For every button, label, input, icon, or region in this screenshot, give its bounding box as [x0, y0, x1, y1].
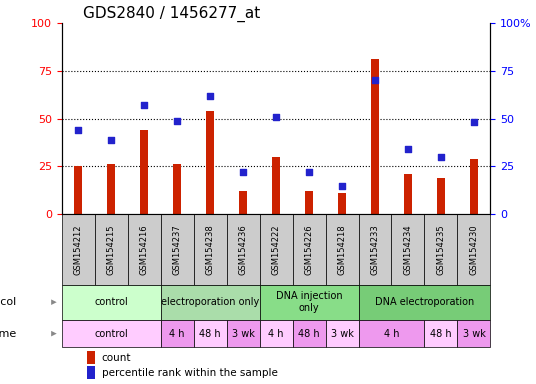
FancyBboxPatch shape: [95, 214, 128, 285]
Bar: [87, 366, 95, 379]
FancyBboxPatch shape: [391, 214, 425, 285]
Point: [305, 169, 314, 175]
Text: 4 h: 4 h: [384, 329, 399, 339]
FancyBboxPatch shape: [293, 214, 325, 285]
Bar: [404, 174, 412, 214]
FancyBboxPatch shape: [259, 214, 293, 285]
Point: [272, 114, 280, 120]
Text: 4 h: 4 h: [269, 329, 284, 339]
Text: DNA injection
only: DNA injection only: [276, 291, 343, 313]
FancyBboxPatch shape: [359, 285, 490, 320]
Bar: [371, 60, 379, 214]
Text: GSM154233: GSM154233: [370, 224, 379, 275]
Text: protocol: protocol: [0, 297, 17, 307]
Bar: [470, 159, 478, 214]
Point: [140, 102, 148, 108]
Text: GSM154234: GSM154234: [404, 224, 413, 275]
Text: GSM154226: GSM154226: [304, 224, 314, 275]
FancyBboxPatch shape: [193, 320, 227, 348]
Text: GDS2840 / 1456277_at: GDS2840 / 1456277_at: [83, 5, 260, 22]
FancyBboxPatch shape: [425, 214, 457, 285]
Text: GSM154218: GSM154218: [338, 224, 346, 275]
Text: GSM154215: GSM154215: [107, 224, 116, 275]
Text: control: control: [94, 297, 128, 307]
Point: [470, 119, 478, 126]
Bar: [173, 164, 181, 214]
Point: [206, 93, 214, 99]
Text: 3 wk: 3 wk: [331, 329, 353, 339]
Text: 3 wk: 3 wk: [232, 329, 255, 339]
FancyBboxPatch shape: [259, 320, 293, 348]
FancyBboxPatch shape: [128, 214, 161, 285]
Point: [404, 146, 412, 152]
Text: 3 wk: 3 wk: [463, 329, 486, 339]
Text: 48 h: 48 h: [430, 329, 452, 339]
Text: count: count: [101, 353, 131, 363]
FancyBboxPatch shape: [259, 285, 359, 320]
FancyBboxPatch shape: [62, 285, 161, 320]
FancyBboxPatch shape: [359, 320, 425, 348]
Text: GSM154236: GSM154236: [239, 224, 248, 275]
Bar: [206, 111, 214, 214]
Text: 48 h: 48 h: [298, 329, 320, 339]
Bar: [239, 191, 247, 214]
Bar: [87, 351, 95, 364]
Point: [239, 169, 247, 175]
FancyBboxPatch shape: [62, 320, 161, 348]
Text: GSM154212: GSM154212: [73, 224, 83, 275]
Bar: [305, 191, 313, 214]
FancyBboxPatch shape: [457, 320, 490, 348]
FancyBboxPatch shape: [161, 320, 193, 348]
Point: [107, 137, 115, 143]
Text: GSM154222: GSM154222: [272, 224, 280, 275]
FancyBboxPatch shape: [325, 320, 359, 348]
Point: [371, 77, 379, 83]
Text: 4 h: 4 h: [169, 329, 185, 339]
FancyBboxPatch shape: [359, 214, 391, 285]
Bar: [74, 166, 82, 214]
Text: GSM154237: GSM154237: [173, 224, 182, 275]
FancyBboxPatch shape: [293, 320, 325, 348]
Text: GSM154216: GSM154216: [139, 224, 148, 275]
FancyBboxPatch shape: [457, 214, 490, 285]
Bar: [272, 157, 280, 214]
Bar: [338, 193, 346, 214]
Text: 48 h: 48 h: [199, 329, 221, 339]
Bar: [437, 178, 445, 214]
FancyBboxPatch shape: [193, 214, 227, 285]
Point: [173, 118, 181, 124]
FancyBboxPatch shape: [227, 214, 259, 285]
Text: DNA electroporation: DNA electroporation: [375, 297, 474, 307]
Text: GSM154230: GSM154230: [470, 224, 479, 275]
Text: electroporation only: electroporation only: [161, 297, 259, 307]
FancyBboxPatch shape: [161, 214, 193, 285]
Bar: [140, 130, 148, 214]
FancyBboxPatch shape: [161, 285, 259, 320]
Point: [74, 127, 83, 133]
Text: time: time: [0, 329, 17, 339]
Text: percentile rank within the sample: percentile rank within the sample: [101, 367, 278, 377]
Point: [338, 182, 346, 189]
FancyBboxPatch shape: [325, 214, 359, 285]
FancyBboxPatch shape: [425, 320, 457, 348]
Text: control: control: [94, 329, 128, 339]
Text: GSM154238: GSM154238: [206, 224, 214, 275]
Point: [437, 154, 445, 160]
Text: GSM154235: GSM154235: [436, 224, 445, 275]
FancyBboxPatch shape: [227, 320, 259, 348]
Bar: [107, 164, 115, 214]
FancyBboxPatch shape: [62, 214, 95, 285]
